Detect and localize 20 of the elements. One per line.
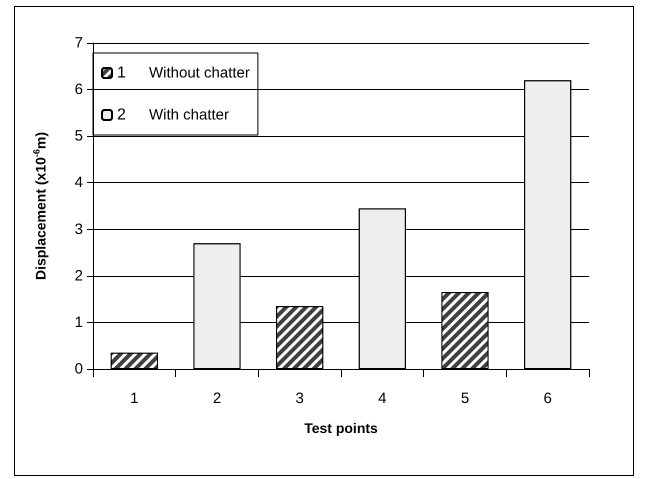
y-tick-label: 3 bbox=[74, 220, 83, 238]
x-tick-label: 4 bbox=[378, 390, 387, 407]
legend-label: 2 bbox=[117, 106, 126, 124]
y-tick-label: 4 bbox=[74, 174, 83, 192]
annotation: With chatter bbox=[149, 106, 230, 124]
y-tick-label: 1 bbox=[74, 314, 83, 331]
legend-label: 1 bbox=[117, 64, 126, 82]
x-tick-label: 1 bbox=[130, 390, 139, 407]
y-tick-label: 0 bbox=[74, 360, 83, 378]
x-tick-label: 5 bbox=[460, 390, 470, 407]
x-axis-title: Test points bbox=[304, 420, 378, 436]
x-tick-label: 3 bbox=[295, 390, 304, 407]
annotation: Without chatter bbox=[149, 64, 250, 82]
x-tick-label: 2 bbox=[212, 390, 222, 407]
y-tick-label: 2 bbox=[74, 267, 83, 284]
y-tick-label: 5 bbox=[74, 128, 83, 145]
y-axis-title: Displacement (x10-6m) bbox=[32, 132, 48, 280]
y-tick-label: 7 bbox=[74, 34, 83, 52]
x-tick-label: 6 bbox=[543, 390, 552, 407]
y-tick-label: 6 bbox=[74, 81, 83, 98]
